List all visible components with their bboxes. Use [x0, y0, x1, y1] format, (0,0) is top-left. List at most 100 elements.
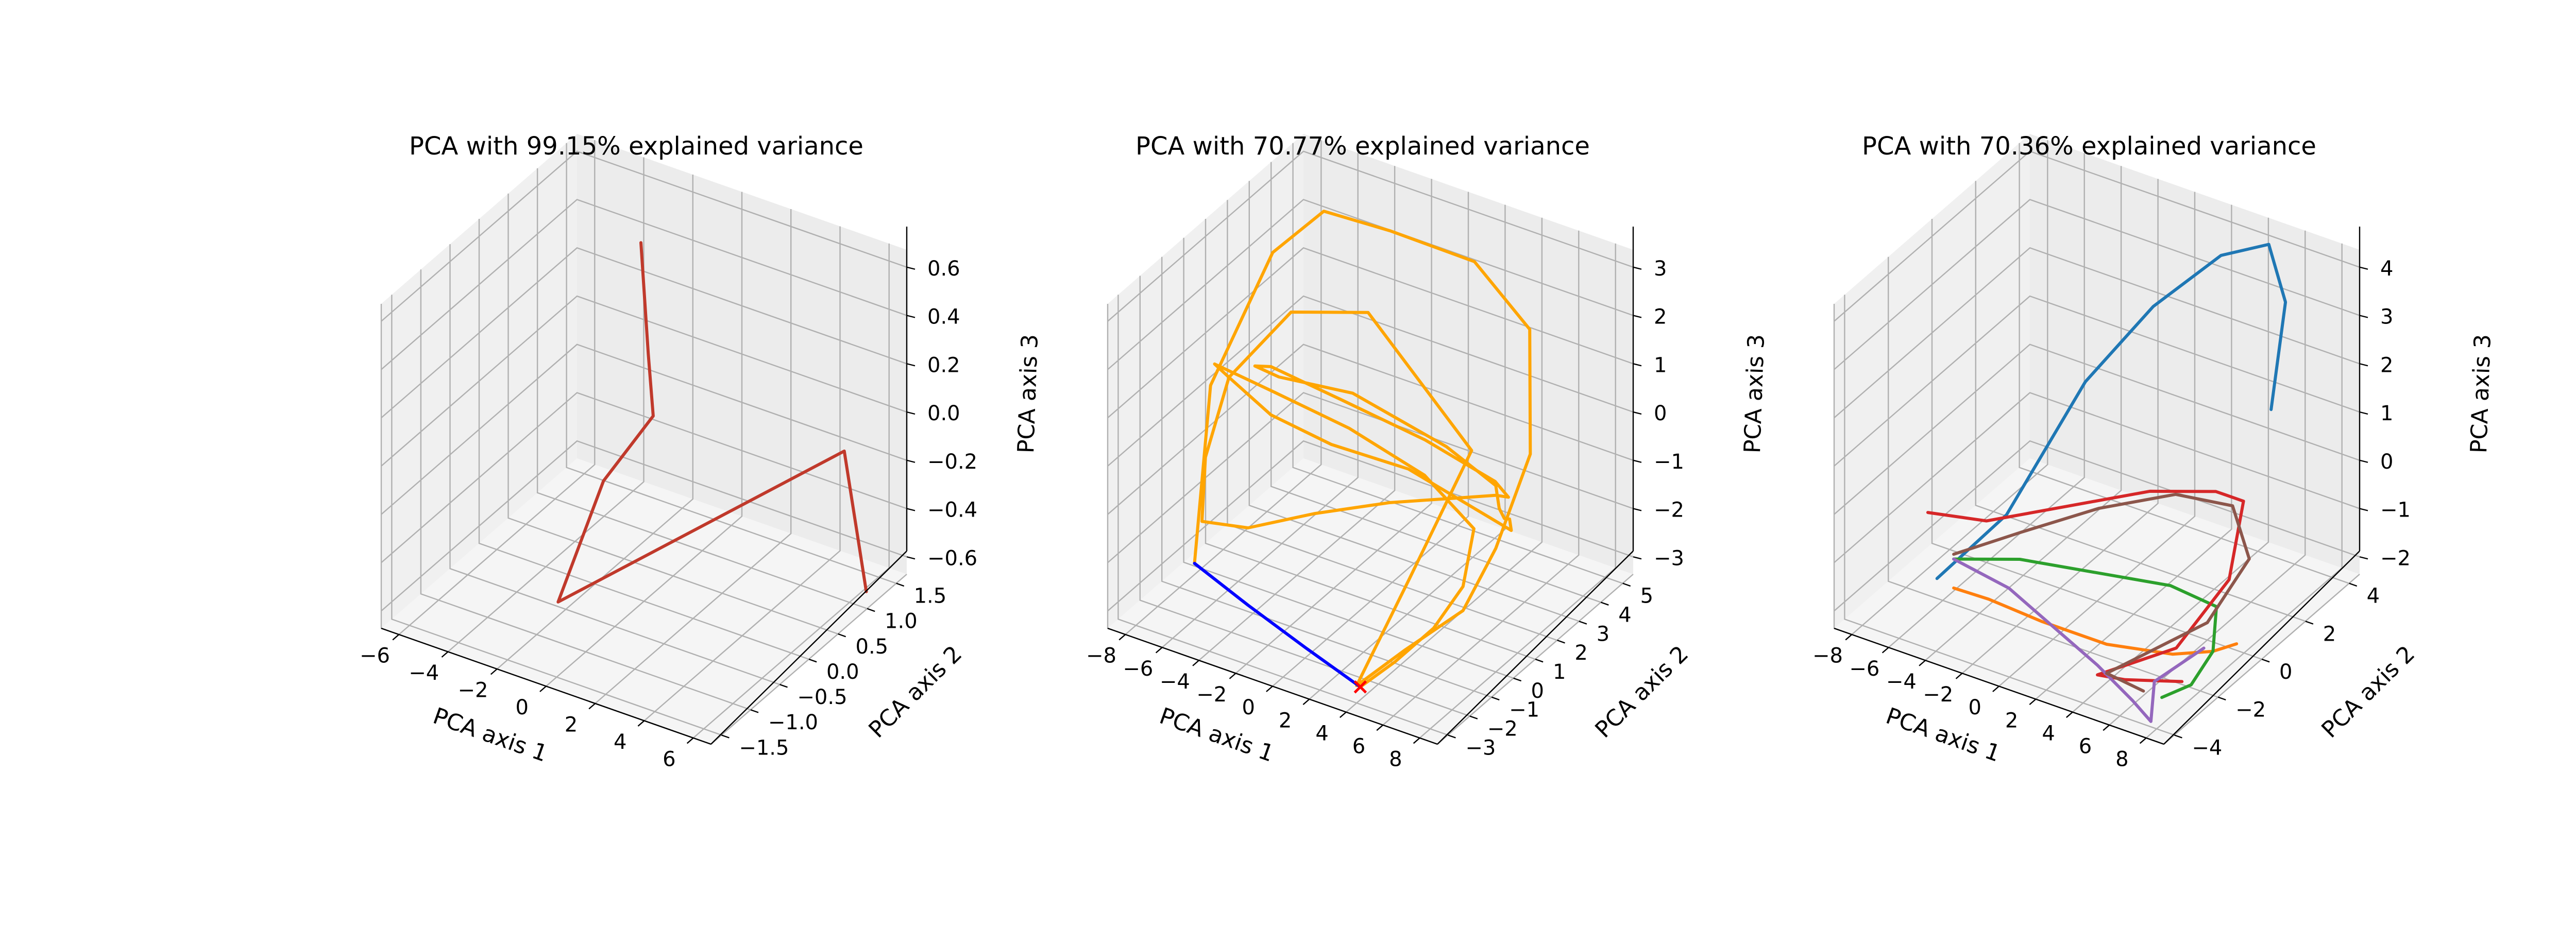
y-tick-label: 2 — [2323, 622, 2336, 646]
grid-line-y — [478, 219, 809, 660]
x-tick-label: 2 — [1279, 709, 1292, 732]
y-tick-label: −2 — [1487, 717, 1518, 741]
z-tick-label: −0.6 — [927, 546, 977, 570]
grid-line-x — [1925, 166, 2122, 661]
y-tick-label: −4 — [2192, 736, 2222, 760]
z-tick-label: −3 — [1654, 546, 1684, 570]
y-tick-label: −3 — [1465, 736, 1496, 760]
x-tick-label: 2 — [2005, 709, 2018, 732]
z-tick — [1633, 556, 1642, 560]
z-tick — [1633, 411, 1642, 415]
y-tick — [896, 582, 905, 587]
grid-line-z — [1834, 199, 2360, 370]
x-tick-label: −4 — [1886, 670, 1917, 694]
z-tick — [906, 315, 916, 318]
x-tick-label: −6 — [1123, 657, 1153, 681]
z-axis: −2 −1 0 1 2 3 4 PCA axis 3 — [2359, 227, 2496, 570]
z-tick — [906, 363, 916, 367]
grid-line-x — [398, 140, 596, 636]
z-tick-label: 0.4 — [927, 305, 960, 329]
x-tick-label: 2 — [565, 713, 578, 737]
y-tick-label: −1.0 — [768, 711, 818, 734]
x-tick-label: 6 — [1352, 734, 1365, 758]
z-tick-label: 3 — [1654, 257, 1667, 281]
z-tick-label: 3 — [2380, 305, 2393, 329]
x-tick-label: 4 — [614, 730, 626, 754]
grid-line-x — [1235, 179, 1432, 674]
z-tick — [906, 508, 916, 511]
grid-line-x — [1382, 230, 1580, 726]
x-tick-label: 4 — [2042, 722, 2055, 745]
x-tick-label: −4 — [1160, 670, 1190, 694]
grid-line-z — [381, 199, 907, 370]
grid-line-z — [381, 440, 907, 612]
x-tick — [490, 668, 498, 675]
x-tick-label: 0 — [1968, 696, 1981, 719]
y-tick — [779, 683, 788, 688]
grid-line-z — [381, 295, 907, 467]
grid-line-z — [381, 150, 907, 322]
x-tick — [441, 651, 449, 658]
y-tick — [2305, 621, 2314, 625]
y-tick-label: 4 — [2367, 585, 2380, 608]
grid-line-x — [1346, 217, 1543, 713]
z-tick — [1633, 266, 1642, 270]
y-axis-line — [710, 551, 907, 745]
y-tick-label: 0.5 — [856, 635, 889, 659]
grid-line-z — [381, 392, 907, 563]
grid-line-z — [1107, 247, 1634, 419]
grid-line-x — [1888, 153, 2085, 648]
z-tick-label: 2 — [1654, 305, 1667, 329]
z-tick-label: 0 — [1654, 402, 1667, 425]
series-group — [556, 241, 868, 604]
y-tick — [1557, 640, 1565, 644]
y-tick-label: 3 — [1597, 622, 1609, 646]
grid-line-z — [381, 247, 907, 419]
grid-line-z — [1107, 150, 1634, 322]
z-tick-label: −0.2 — [927, 450, 977, 474]
y-tick-label: 4 — [1618, 603, 1631, 627]
z-tick-label: 1 — [2380, 402, 2393, 425]
y-tick — [1447, 734, 1456, 739]
y-tick — [1622, 582, 1631, 587]
y-tick-label: −1 — [1509, 698, 1539, 722]
grid-line-x — [595, 209, 792, 704]
grid-line-x — [546, 192, 743, 687]
grid-line-x — [1309, 204, 1506, 700]
y-tick-label: 5 — [1640, 585, 1653, 608]
z-tick-label: 2 — [2380, 353, 2393, 377]
x-tick — [1339, 711, 1347, 718]
x-tick-label: 6 — [663, 748, 675, 771]
y-tick — [1579, 621, 1587, 625]
grid-line-y — [449, 244, 780, 685]
y-tick — [1535, 658, 1544, 663]
x-tick — [2103, 724, 2110, 731]
x-tick — [1413, 737, 1420, 744]
x-tick-label: −2 — [1923, 683, 1953, 707]
x-tick — [637, 720, 645, 727]
x-tick-label: 0 — [515, 696, 528, 719]
z-tick — [1633, 508, 1642, 511]
z-tick-label: 0.2 — [927, 353, 960, 377]
y-tick-label: 0.0 — [826, 660, 859, 684]
grid-line-y — [1205, 219, 1536, 660]
x-tick — [1118, 634, 1126, 641]
z-axis-title: PCA axis 3 — [2466, 334, 2496, 454]
x-tick-label: 0 — [1242, 696, 1255, 719]
y-axis-title: PCA axis 2 — [2316, 641, 2420, 743]
grid-line-z — [1107, 344, 1634, 515]
x-tick — [686, 737, 694, 744]
x-tick — [1229, 673, 1236, 679]
z-axis: −0.6 −0.4 −0.2 0.0 0.2 0.4 0.6 PCA axis 3 — [906, 227, 1043, 570]
grid-line-y — [1248, 181, 1580, 622]
grid-line-y — [1844, 295, 2175, 736]
series-line-2 — [1193, 561, 1362, 689]
series-line-6 — [1952, 492, 2251, 693]
z-tick — [2359, 556, 2368, 560]
y-tick — [721, 734, 730, 739]
grid-line-y — [420, 269, 751, 711]
grid-line-x — [1851, 140, 2048, 636]
